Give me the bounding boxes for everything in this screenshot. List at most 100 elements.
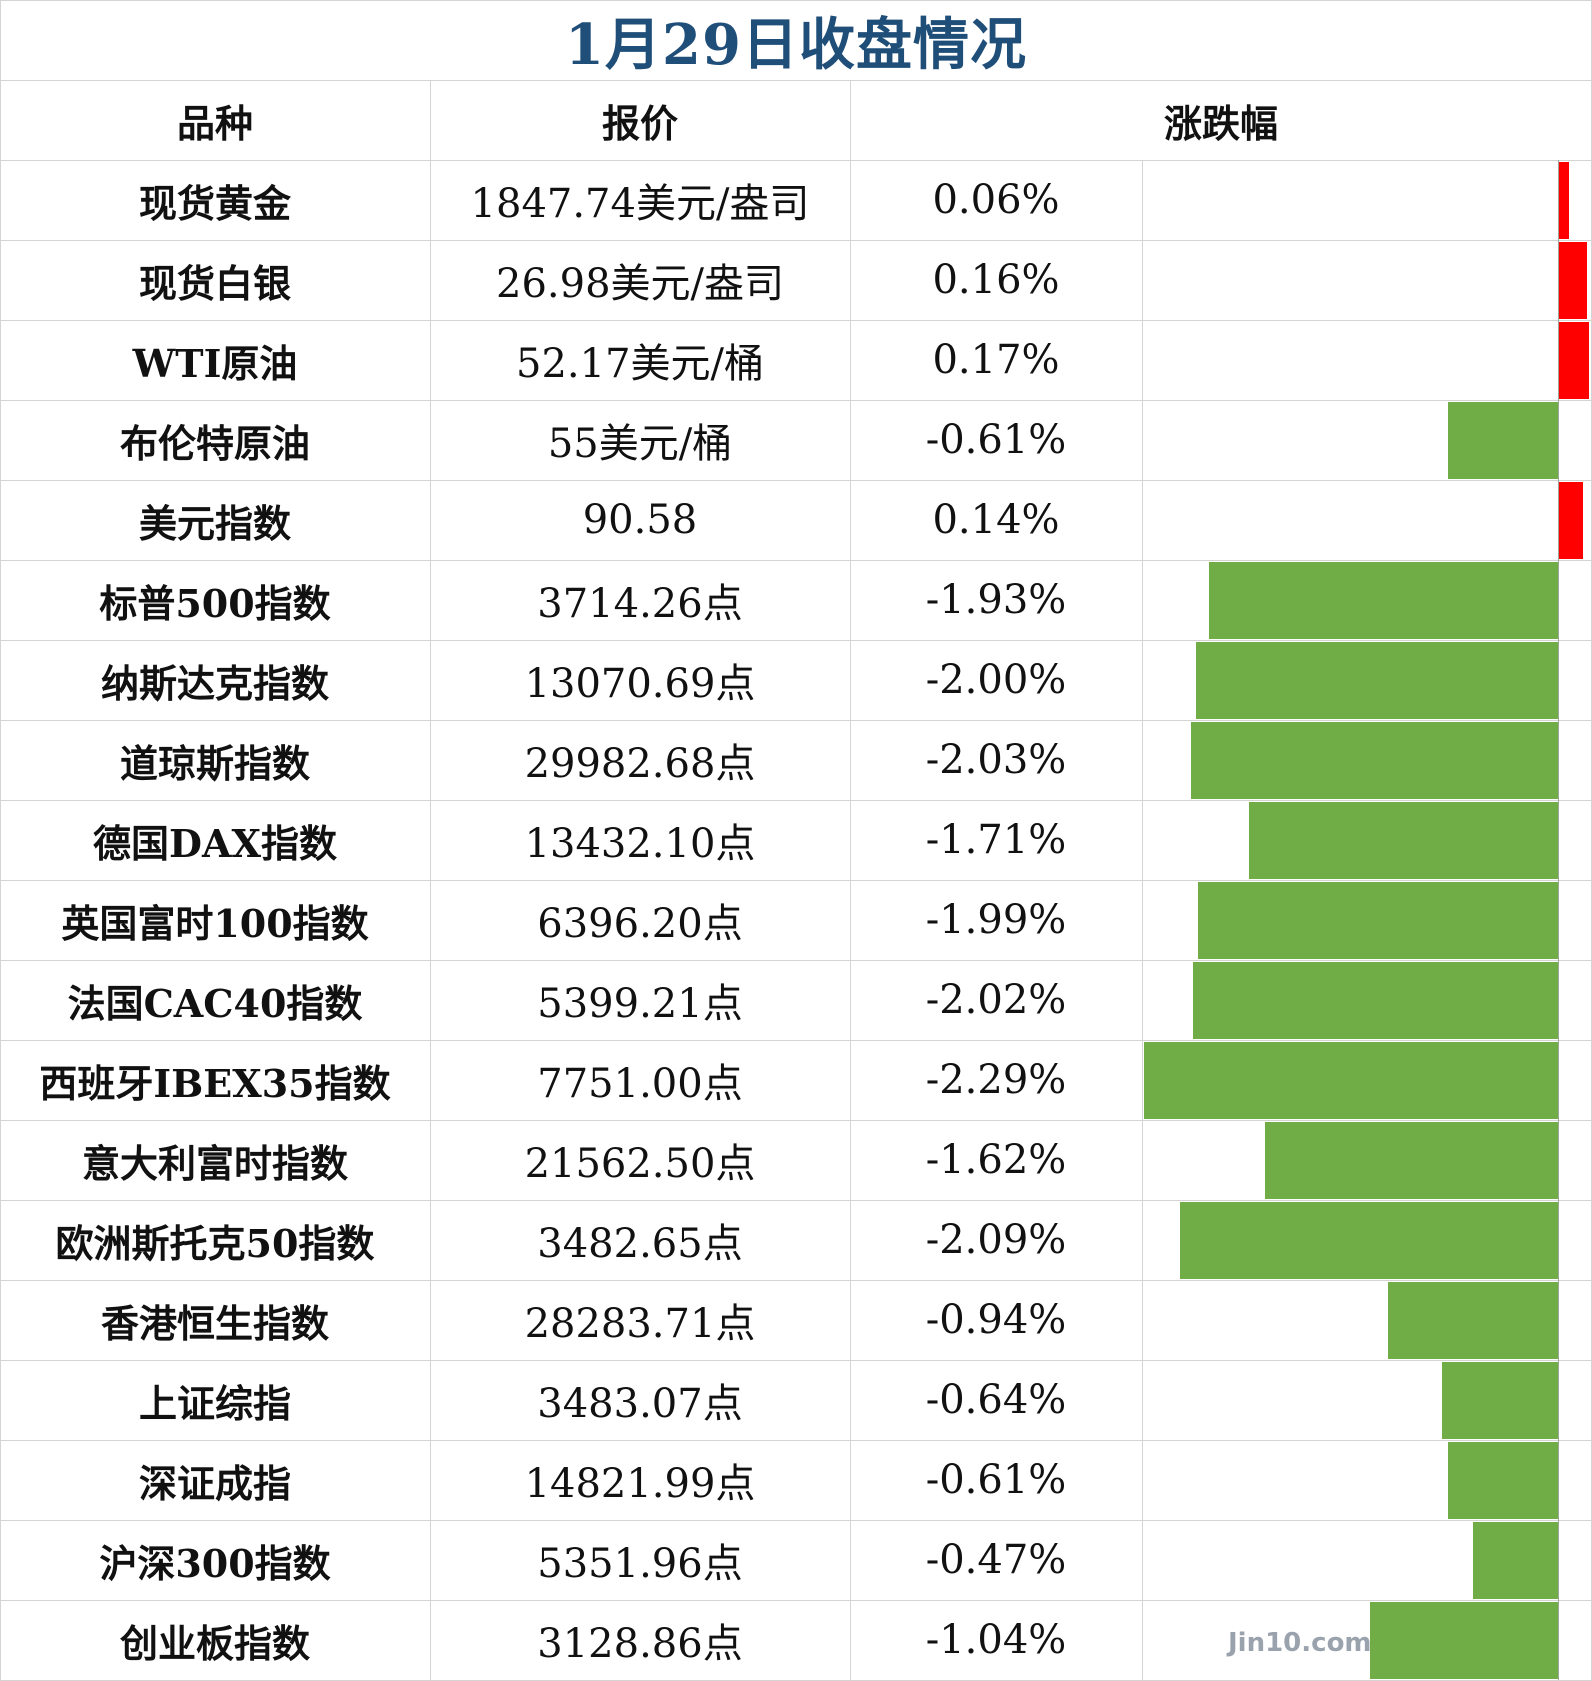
bar-positive: [1558, 242, 1587, 319]
row-divider: [0, 1200, 1592, 1201]
instrument-change-pct: 0.06%: [932, 177, 1060, 223]
instrument-change-pct: -2.02%: [925, 977, 1067, 1023]
instrument-price: 3483.07点: [537, 1381, 743, 1427]
bar-negative: [1447, 1442, 1558, 1519]
instrument-price: 21562.50点: [524, 1141, 756, 1187]
instrument-change-pct: -1.62%: [925, 1137, 1067, 1183]
instrument-price: 90.58: [582, 497, 698, 543]
instrument-name: 现货白银: [138, 260, 291, 306]
row-divider: [0, 160, 1592, 161]
instrument-price: 3482.65点: [537, 1221, 743, 1267]
instrument-price: 52.17美元/桶: [516, 341, 764, 387]
instrument-name: 道琼斯指数: [119, 740, 310, 786]
bar-negative: [1196, 642, 1558, 719]
bar-negative: [1442, 1362, 1558, 1439]
instrument-name: 沪深300指数: [99, 1540, 331, 1586]
instrument-name: 意大利富时指数: [81, 1140, 348, 1186]
instrument-change-pct: 0.17%: [932, 337, 1060, 383]
instrument-price: 26.98美元/盎司: [496, 261, 784, 307]
instrument-name: 美元指数: [138, 500, 291, 546]
instrument-name: 现货黄金: [138, 180, 291, 226]
bar-positive: [1558, 482, 1584, 559]
instrument-name: 布伦特原油: [119, 420, 310, 466]
instrument-change-pct: -0.61%: [925, 417, 1067, 463]
instrument-change-pct: -2.29%: [925, 1057, 1067, 1103]
row-divider: [0, 1440, 1592, 1441]
instrument-change-pct: -1.99%: [925, 897, 1067, 943]
column-divider: [430, 80, 431, 1680]
instrument-change-pct: -2.09%: [925, 1217, 1067, 1263]
instrument-name: 创业板指数: [119, 1620, 310, 1666]
row-divider: [0, 640, 1592, 641]
instrument-name: 标普500指数: [99, 580, 331, 626]
instrument-name: 深证成指: [138, 1460, 291, 1506]
bar-negative: [1144, 1042, 1558, 1119]
bar-negative: [1180, 1202, 1558, 1279]
row-divider: [0, 880, 1592, 881]
instrument-price: 6396.20点: [537, 901, 743, 947]
instrument-price: 13070.69点: [524, 661, 756, 707]
row-divider: [0, 80, 1592, 81]
instrument-change-pct: -2.00%: [925, 657, 1067, 703]
row-divider: [0, 400, 1592, 401]
quote-table: 品种 报价 涨跌幅 现货黄金 1847.74美元/盎司 0.06% 现货白银 26.98…: [0, 80, 1592, 1681]
instrument-price: 3714.26点: [537, 581, 743, 627]
column-divider: [1142, 160, 1143, 1680]
row-divider: [0, 960, 1592, 961]
row-divider: [0, 320, 1592, 321]
instrument-name: WTI原油: [132, 340, 298, 386]
instrument-name: 西班牙IBEX35指数: [39, 1060, 391, 1106]
row-divider: [0, 1360, 1592, 1361]
instrument-change-pct: -1.93%: [925, 577, 1067, 623]
instrument-price: 13432.10点: [524, 821, 756, 867]
watermark: Jin10.com: [1228, 1628, 1372, 1658]
header-name: 品种: [176, 101, 253, 146]
instrument-price: 7751.00点: [537, 1061, 743, 1107]
instrument-name: 英国富时100指数: [61, 900, 369, 946]
row-divider: [0, 560, 1592, 561]
page-title: 1月29日收盘情况: [565, 11, 1027, 78]
row-divider: [0, 800, 1592, 801]
row-divider: [0, 1040, 1592, 1041]
instrument-change-pct: -0.64%: [925, 1377, 1067, 1423]
instrument-price: 5351.96点: [537, 1541, 743, 1587]
row-divider: [0, 1120, 1592, 1121]
instrument-name: 上证综指: [138, 1380, 291, 1426]
bar-negative: [1198, 882, 1558, 959]
instrument-change-pct: 0.14%: [932, 497, 1060, 543]
instrument-price: 29982.68点: [524, 741, 756, 787]
bar-negative: [1473, 1522, 1558, 1599]
bar-positive: [1558, 322, 1589, 399]
instrument-change-pct: -2.03%: [925, 737, 1067, 783]
instrument-price: 5399.21点: [537, 981, 743, 1027]
row-divider: [0, 1520, 1592, 1521]
instrument-name: 法国CAC40指数: [67, 980, 363, 1026]
zero-axis: [1558, 160, 1559, 1680]
column-divider: [850, 80, 851, 1680]
bar-negative: [1209, 562, 1558, 639]
instrument-change-pct: 0.16%: [932, 257, 1060, 303]
bar-negative: [1447, 402, 1558, 479]
header-price: 报价: [601, 101, 678, 146]
row-divider: [0, 480, 1592, 481]
bar-positive: [1558, 162, 1569, 239]
bar-negative: [1192, 962, 1558, 1039]
instrument-price: 14821.99点: [524, 1461, 756, 1507]
row-divider: [0, 240, 1592, 241]
bar-negative: [1248, 802, 1558, 879]
instrument-change-pct: -0.47%: [925, 1537, 1067, 1583]
instrument-change-pct: -0.61%: [925, 1457, 1067, 1503]
row-divider: [0, 720, 1592, 721]
instrument-name: 纳斯达克指数: [100, 660, 329, 706]
instrument-name: 德国DAX指数: [93, 820, 337, 866]
instrument-change-pct: -0.94%: [925, 1297, 1067, 1343]
instrument-change-pct: -1.04%: [925, 1617, 1067, 1663]
instrument-name: 香港恒生指数: [100, 1300, 329, 1346]
row-divider: [0, 1600, 1592, 1601]
instrument-price: 28283.71点: [524, 1301, 756, 1347]
bar-negative: [1265, 1122, 1558, 1199]
instrument-change-pct: -1.71%: [925, 817, 1067, 863]
instrument-price: 3128.86点: [537, 1621, 743, 1667]
bar-negative: [1369, 1602, 1558, 1679]
row-divider: [0, 1280, 1592, 1281]
